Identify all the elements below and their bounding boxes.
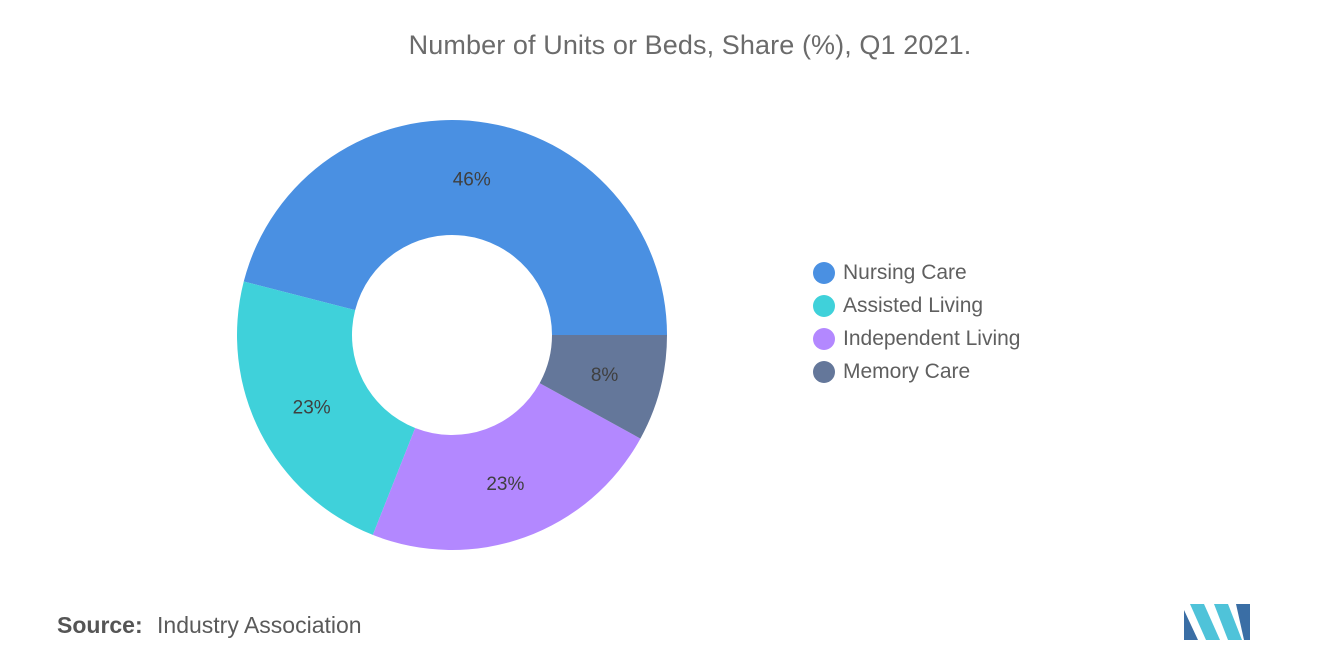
source-label: Source: bbox=[57, 612, 143, 638]
data-label-nursing-care: 46% bbox=[453, 170, 491, 191]
legend-item-memory-care: Memory Care bbox=[813, 355, 1021, 388]
slice-assisted-living bbox=[237, 281, 416, 535]
legend-item-assisted-living: Assisted Living bbox=[813, 289, 1021, 322]
legend-label: Assisted Living bbox=[843, 293, 984, 317]
legend-swatch-icon bbox=[813, 360, 835, 383]
data-label-assisted-living: 23% bbox=[293, 398, 331, 419]
source-value: Industry Association bbox=[157, 612, 362, 638]
legend-item-independent-living: Independent Living bbox=[813, 322, 1021, 355]
data-label-memory-care: 8% bbox=[591, 365, 619, 386]
legend-swatch-icon bbox=[813, 294, 835, 317]
legend-item-nursing-care: Nursing Care bbox=[813, 256, 1021, 289]
legend-label: Memory Care bbox=[843, 359, 971, 383]
legend-swatch-icon bbox=[813, 327, 835, 350]
legend-label: Independent Living bbox=[843, 326, 1021, 350]
chart-title: Number of Units or Beds, Share (%), Q1 2… bbox=[408, 30, 972, 60]
slice-memory-care bbox=[539, 335, 667, 439]
slice-independent-living bbox=[372, 383, 641, 550]
source-note: Source: Industry Association bbox=[57, 612, 362, 639]
legend-label: Nursing Care bbox=[843, 260, 967, 284]
chart-legend: Nursing Care Assisted Living Independent L… bbox=[813, 256, 1021, 388]
slice-nursing-care bbox=[243, 119, 667, 335]
brand-logo-icon bbox=[1184, 604, 1250, 640]
legend-swatch-icon bbox=[813, 261, 835, 284]
data-label-independent-living: 23% bbox=[486, 474, 524, 495]
